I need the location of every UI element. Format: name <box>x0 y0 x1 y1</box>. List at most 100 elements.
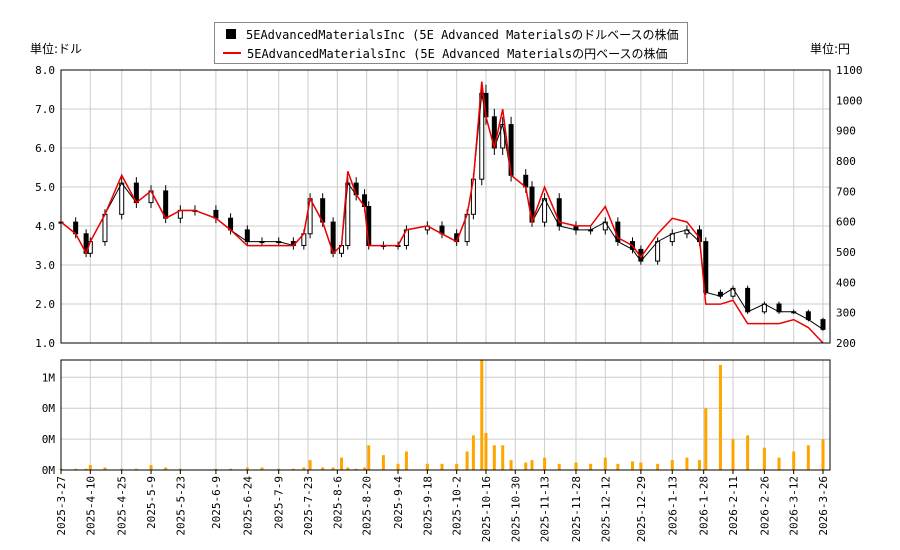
x-tick-label: 2025-10-2 <box>451 476 464 536</box>
legend-label-jpy: 5EAdvancedMaterialsInc (5E Advanced Mate… <box>247 46 668 61</box>
legend-swatch-usd <box>226 29 236 39</box>
volume-bar <box>762 447 766 470</box>
x-tick-label: 2025-9-18 <box>421 476 434 536</box>
legend-label-usd: 5EAdvancedMaterialsInc (5E Advanced Mate… <box>246 27 679 42</box>
volume-tick-label: 0M <box>42 402 56 415</box>
x-tick-label: 2025-6-24 <box>241 476 254 536</box>
usd-price-line <box>60 93 824 330</box>
volume-bar <box>260 467 264 470</box>
volume-bar <box>685 457 689 470</box>
y-right-tick-label: 300 <box>836 307 856 320</box>
volume-bar <box>492 445 496 470</box>
volume-bar <box>670 460 674 470</box>
candle-body <box>244 229 250 243</box>
volume-bar <box>331 467 335 470</box>
volume-bar <box>354 468 358 470</box>
y-right-tick-label: 400 <box>836 276 856 289</box>
x-tick-label: 2026-2-26 <box>758 476 771 536</box>
y-right-tick-label: 700 <box>836 185 856 198</box>
volume-bar <box>731 439 735 470</box>
volume-bar <box>718 364 722 470</box>
volume-bar <box>480 360 484 470</box>
volume-bar <box>656 463 660 470</box>
volume-bar <box>530 460 534 470</box>
volume-bar <box>501 445 505 470</box>
volume-bar <box>302 467 306 470</box>
x-tick-label: 2025-4-25 <box>116 476 129 536</box>
volume-bar <box>229 468 233 470</box>
volume-tick-label: 0M <box>42 433 56 446</box>
volume-bar <box>214 468 218 470</box>
y-left-tick-label: 3.0 <box>35 259 55 272</box>
volume-plot-frame <box>60 359 831 471</box>
volume-tick-label: 0M <box>42 464 56 477</box>
volume-bar <box>465 451 469 470</box>
volume-bar <box>471 435 475 470</box>
jpy-price-line <box>60 81 824 344</box>
volume-bar <box>149 465 153 470</box>
legend-item-jpy: 5EAdvancedMaterialsInc (5E Advanced Mate… <box>223 44 668 62</box>
x-tick-label: 2026-3-26 <box>817 476 830 536</box>
x-tick-label: 2025-10-16 <box>480 476 493 542</box>
volume-bar <box>291 468 295 470</box>
candle-body <box>655 241 661 262</box>
x-tick-label: 2026-1-13 <box>666 476 679 536</box>
legend-swatch-jpy <box>223 52 241 54</box>
volume-bar <box>340 457 344 470</box>
y-left-tick-label: 7.0 <box>35 103 55 116</box>
x-tick-label: 2025-11-28 <box>570 476 583 542</box>
y-left-tick-label: 8.0 <box>35 64 55 77</box>
volume-bar <box>631 461 634 470</box>
x-tick-label: 2025-10-30 <box>509 476 522 542</box>
x-tick-label: 2026-2-11 <box>727 476 740 536</box>
y-left-tick-label: 5.0 <box>35 181 55 194</box>
x-tick-label: 2026-1-28 <box>698 476 711 536</box>
legend-item-usd: 5EAdvancedMaterialsInc (5E Advanced Mate… <box>223 25 679 43</box>
y-right-tick-label: 600 <box>836 216 856 229</box>
y-right-tick-label: 800 <box>836 155 856 168</box>
x-tick-label: 2025-11-13 <box>539 476 552 542</box>
candle-body <box>163 190 169 219</box>
x-tick-label: 2025-5-23 <box>174 476 187 536</box>
x-tick-label: 2025-4-10 <box>84 476 97 536</box>
y-left-tick-label: 6.0 <box>35 142 55 155</box>
volume-bar <box>704 408 708 470</box>
volume-bar <box>396 463 400 470</box>
volume-bar <box>321 467 325 470</box>
volume-bar <box>245 467 249 470</box>
y-right-tick-label: 900 <box>836 125 856 138</box>
right-unit-label: 単位:円 <box>810 42 851 56</box>
y-right-tick-label: 1100 <box>836 64 863 77</box>
volume-bar <box>455 463 459 470</box>
candle-body <box>745 287 751 313</box>
volume-bar <box>381 455 385 470</box>
x-tick-label: 2025-6-9 <box>210 476 223 529</box>
volume-bar <box>557 463 561 470</box>
volume-bar <box>543 457 547 470</box>
volume-bar <box>84 468 88 470</box>
volume-bar <box>639 462 643 470</box>
volume-bar <box>74 468 78 470</box>
volume-bar <box>164 467 168 470</box>
x-tick-label: 2025-12-29 <box>635 476 648 542</box>
volume-bar <box>524 462 528 470</box>
volume-bar <box>308 460 312 470</box>
volume-bar <box>574 462 578 470</box>
volume-bar <box>440 463 444 470</box>
volume-bar <box>616 463 620 470</box>
volume-bar <box>134 468 138 470</box>
volume-bar <box>792 451 796 470</box>
y-left-tick-label: 4.0 <box>35 220 55 233</box>
volume-bar <box>603 457 607 470</box>
x-tick-label: 2025-7-9 <box>273 476 286 529</box>
y-left-tick-label: 2.0 <box>35 298 55 311</box>
volume-bar <box>120 468 124 470</box>
y-right-tick-label: 500 <box>836 246 856 259</box>
volume-bar <box>425 463 429 470</box>
volume-bar <box>777 457 781 470</box>
x-tick-label: 2025-9-4 <box>392 476 405 529</box>
x-tick-label: 2025-12-12 <box>599 476 612 542</box>
volume-bar <box>178 468 182 470</box>
